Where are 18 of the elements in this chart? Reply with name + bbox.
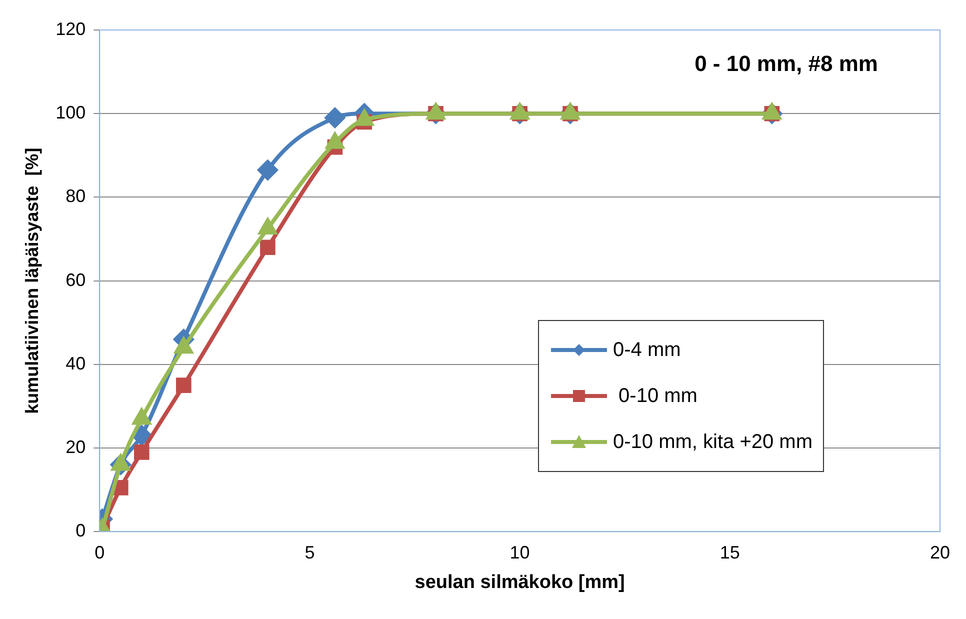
x-tick-label: 20 — [930, 542, 950, 562]
x-axis-title: seulan silmäkoko [mm] — [414, 572, 625, 593]
x-tick-label: 0 — [94, 542, 105, 562]
y-tick-label: 20 — [66, 436, 86, 457]
text: 0 - 10 mm, #8 mm — [694, 51, 878, 76]
y-tick-label: 0 — [76, 520, 86, 541]
y-tick-label: 40 — [66, 353, 86, 374]
y-tick-label: 80 — [66, 186, 86, 206]
x-tick-label: 10 — [510, 542, 530, 562]
y-tick-label: 60 — [66, 270, 86, 290]
y-tick-label: 100 — [56, 102, 86, 123]
x-tick-label: 15 — [720, 542, 740, 562]
legend-label: 0-4 mm — [613, 338, 681, 362]
legend-label: 0-10 mm, kita +20 mm — [613, 430, 813, 454]
legend-label: 0-10 mm — [618, 384, 698, 408]
x-tick-label: 5 — [304, 542, 315, 562]
y-axis-title: kumulatiivinen läpäisyaste [%] — [22, 148, 42, 414]
y-tick-label: 120 — [56, 18, 86, 39]
